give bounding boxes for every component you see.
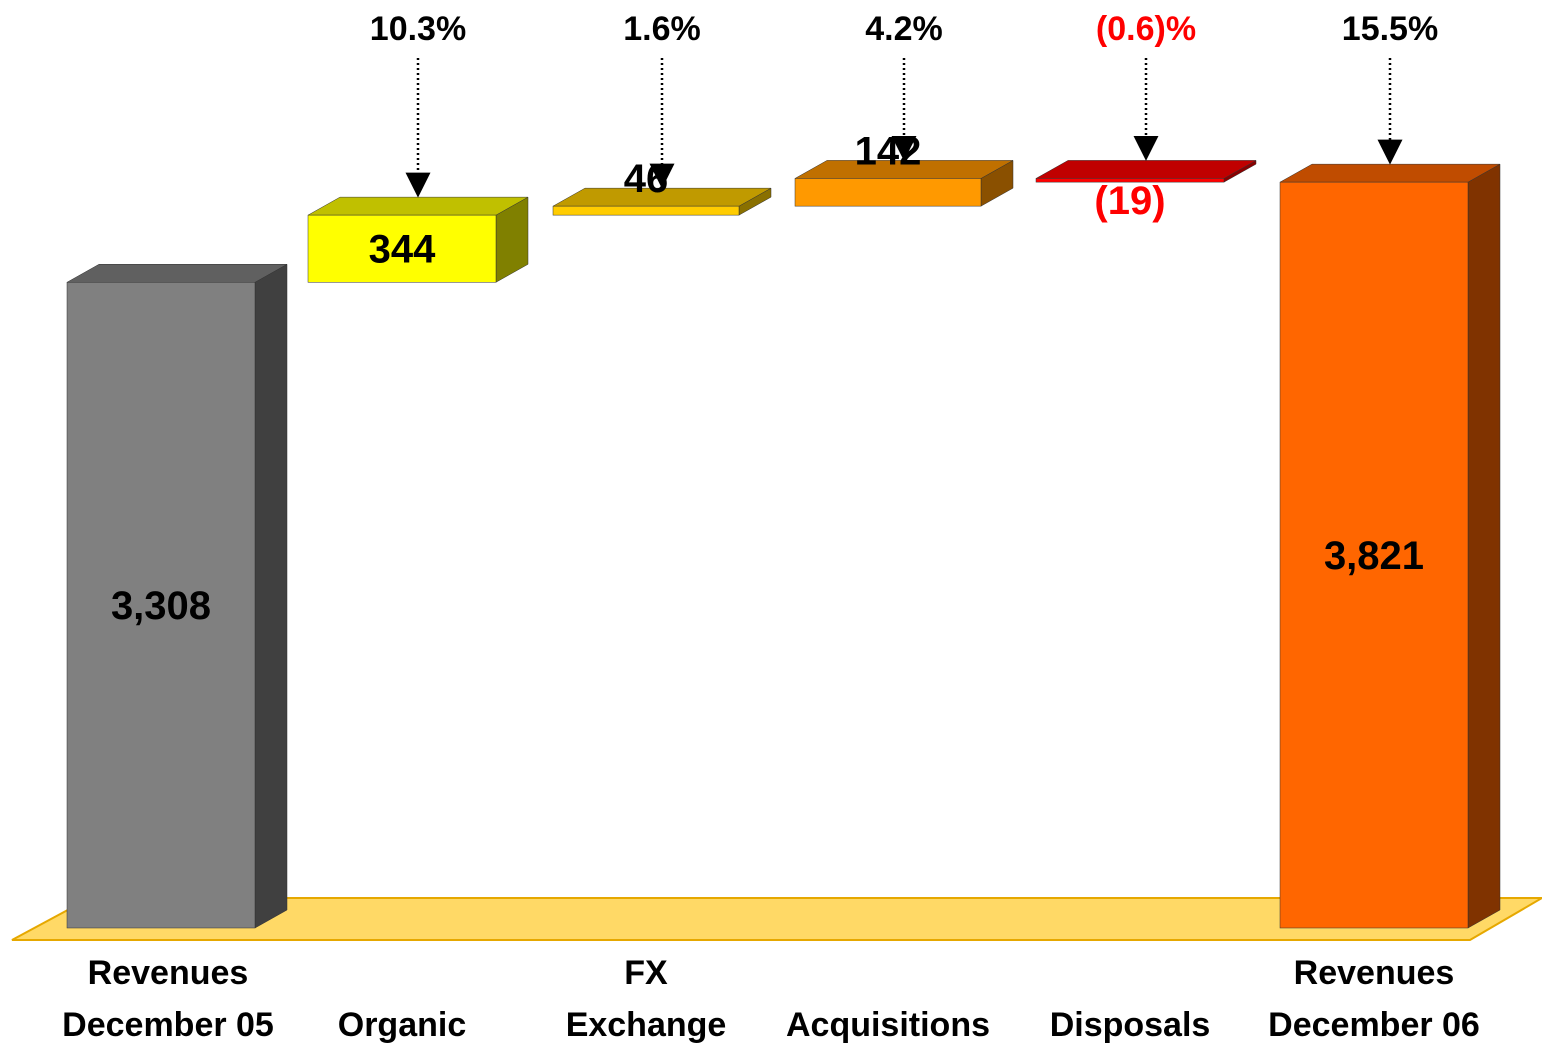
bar-value-label-3: 142 (855, 129, 922, 173)
percent-label-4: (0.6)% (1096, 10, 1196, 48)
category-label-1-0: Organic (338, 1006, 466, 1044)
bar-2 (552, 187, 772, 216)
bar-front-0 (66, 282, 256, 929)
category-label-5-0: Revenues (1294, 954, 1455, 992)
category-label-4-0: Disposals (1050, 1006, 1211, 1044)
bar-top-4 (1035, 160, 1257, 179)
bar-front-1 (307, 214, 497, 283)
bar-1 (307, 196, 529, 283)
percent-label-1: 10.3% (370, 10, 466, 48)
bar-0 (66, 263, 288, 929)
bar-top-0 (66, 264, 288, 283)
bar-4 (1035, 160, 1257, 183)
bar-value-label-4: (19) (1094, 179, 1165, 223)
percent-label-5: 15.5% (1342, 10, 1438, 48)
bar-front-4 (1035, 178, 1225, 183)
category-label-3-0: Acquisitions (786, 1006, 990, 1044)
percent-label-2: 1.6% (623, 10, 701, 48)
bar-5 (1279, 163, 1501, 929)
bar-top-1 (307, 196, 529, 216)
category-label-2-1: Exchange (566, 1006, 727, 1044)
bar-front-5 (1279, 181, 1469, 929)
category-label-0-0: Revenues (88, 954, 249, 992)
bar-front-3 (794, 178, 982, 207)
bar-side-5 (1467, 163, 1501, 929)
percent-label-3: 4.2% (865, 10, 943, 48)
bar-front-2 (552, 205, 740, 216)
bar-value-label-0: 3,308 (111, 584, 211, 628)
bar-value-label-1: 344 (369, 228, 436, 272)
bar-side-0 (254, 263, 288, 929)
bar-top-5 (1279, 163, 1501, 183)
bar-value-label-5: 3,821 (1324, 534, 1424, 578)
chart-floor (11, 897, 1542, 941)
bar-3 (794, 160, 1014, 207)
category-label-2-0: FX (624, 954, 668, 992)
category-label-5-1: December 06 (1268, 1006, 1480, 1044)
category-label-0-1: December 05 (62, 1006, 274, 1044)
